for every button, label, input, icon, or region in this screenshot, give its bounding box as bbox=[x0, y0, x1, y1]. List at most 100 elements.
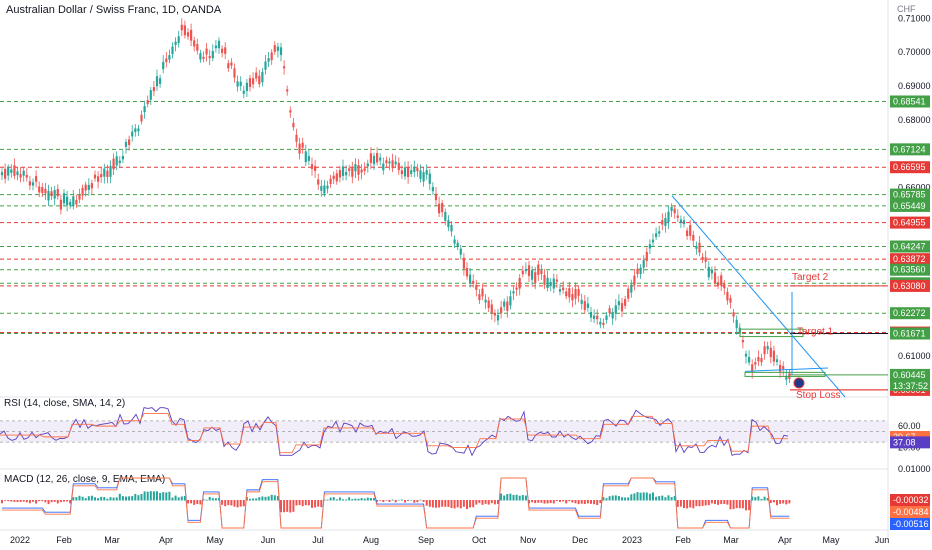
candle-body bbox=[447, 220, 450, 228]
macd-histogram-bar bbox=[137, 495, 140, 501]
candle-body bbox=[78, 194, 81, 200]
candle-body bbox=[735, 319, 738, 328]
candle-body bbox=[16, 171, 19, 176]
candle-body bbox=[723, 283, 726, 289]
macd-histogram-bar bbox=[174, 495, 177, 501]
macd-histogram-bar bbox=[422, 500, 425, 502]
candle-body bbox=[651, 239, 655, 243]
candle-body bbox=[196, 44, 199, 51]
candle-body bbox=[314, 166, 317, 171]
macd-histogram-bar bbox=[493, 500, 496, 505]
macd-histogram-bar bbox=[230, 500, 233, 506]
candle-body bbox=[53, 189, 56, 199]
candle-body bbox=[372, 156, 376, 165]
candle-body bbox=[720, 275, 723, 286]
macd-histogram-bar bbox=[10, 500, 13, 502]
zone-box-lower bbox=[744, 371, 826, 377]
macd-histogram-bar bbox=[47, 500, 50, 505]
macd-histogram-bar bbox=[41, 500, 44, 502]
candle-body bbox=[490, 304, 493, 314]
level-tag bbox=[890, 327, 930, 340]
candle-body bbox=[391, 160, 394, 169]
candle-body bbox=[689, 225, 692, 236]
macd-histogram-bar bbox=[233, 500, 236, 507]
macd-histogram-bar bbox=[683, 500, 685, 509]
candle-body bbox=[261, 71, 264, 83]
candle-body bbox=[729, 298, 732, 303]
candle-body bbox=[351, 167, 354, 177]
macd-histogram-bar bbox=[484, 500, 487, 504]
chart-title: Australian Dollar / Swiss Franc, 1D, OAN… bbox=[6, 4, 222, 16]
candle-body bbox=[633, 275, 636, 285]
candle-body bbox=[531, 270, 534, 280]
macd-histogram-bar bbox=[255, 498, 258, 501]
candle-body bbox=[388, 161, 391, 164]
candle-body bbox=[47, 190, 50, 201]
candle-body bbox=[602, 322, 605, 325]
candle-body bbox=[66, 196, 69, 205]
candle-body bbox=[93, 174, 97, 179]
level-tag bbox=[890, 279, 930, 292]
macd-histogram-bar bbox=[745, 500, 747, 511]
macd-histogram-bar bbox=[199, 500, 202, 505]
candle-body bbox=[283, 66, 286, 69]
macd-histogram-bar bbox=[478, 500, 481, 503]
candle-body bbox=[512, 291, 515, 294]
macd-histogram-bar bbox=[599, 500, 602, 504]
macd-histogram-bar bbox=[131, 496, 134, 501]
macd-histogram-bar bbox=[583, 500, 586, 505]
macd-histogram-bar bbox=[63, 500, 65, 502]
macd-histogram-bar bbox=[776, 500, 778, 506]
macd-tick-label: 0.01000 bbox=[898, 464, 931, 474]
currency-label: CHF bbox=[897, 4, 916, 14]
macd-histogram-bar bbox=[171, 497, 174, 501]
level-tag-label: 0.67124 bbox=[893, 144, 926, 154]
macd-histogram-bar bbox=[38, 500, 41, 502]
macd-histogram-bar bbox=[13, 500, 16, 502]
macd-label: MACD (12, 26, close, 9, EMA, EMA) bbox=[4, 474, 166, 485]
macd-histogram-bar bbox=[376, 500, 379, 502]
macd-histogram-bar bbox=[366, 497, 369, 501]
macd-histogram-bar bbox=[342, 499, 344, 501]
candle-body bbox=[775, 359, 779, 363]
macd-histogram-bar bbox=[586, 500, 589, 504]
candle-body bbox=[704, 257, 707, 262]
candle-body bbox=[165, 58, 168, 63]
level-tag bbox=[890, 263, 930, 276]
candle-body bbox=[100, 174, 103, 178]
price-tick-label: 0.66000 bbox=[898, 182, 931, 192]
level-tag-label: 0.61671 bbox=[893, 329, 926, 339]
macd-histogram-bar bbox=[391, 499, 394, 501]
macd-histogram-bar bbox=[497, 500, 499, 505]
candle-body bbox=[171, 46, 174, 55]
candle-body bbox=[7, 167, 10, 176]
macd-histogram-bar bbox=[580, 500, 583, 504]
countdown-label: 13:37:52 bbox=[893, 381, 928, 391]
level-tag-label: 0.65449 bbox=[893, 201, 926, 211]
candle-body bbox=[121, 155, 124, 160]
candle-body bbox=[301, 142, 304, 148]
candle-body bbox=[410, 170, 413, 174]
candle-body bbox=[124, 141, 128, 147]
candle-body bbox=[233, 68, 236, 78]
macd-histogram-bar bbox=[177, 497, 180, 501]
time-tick-label: 2023 bbox=[622, 535, 642, 545]
candle-body bbox=[521, 270, 524, 275]
macd-histogram-bar bbox=[555, 500, 558, 502]
candle-body bbox=[295, 134, 298, 142]
candle-body bbox=[620, 303, 624, 312]
candle-body bbox=[35, 176, 38, 182]
macd-histogram-bar bbox=[469, 500, 472, 508]
macd-histogram-bar bbox=[698, 500, 701, 507]
candle-body bbox=[289, 110, 292, 113]
candle-body bbox=[670, 206, 673, 212]
annotation-target1: Target 1 bbox=[797, 327, 834, 338]
macd-histogram-bar bbox=[707, 500, 710, 506]
candle-body bbox=[326, 185, 329, 189]
macd-histogram-bar bbox=[35, 500, 38, 504]
macd-histogram-bar bbox=[769, 500, 772, 504]
time-tick-label: Oct bbox=[472, 535, 487, 545]
macd-histogram-bar bbox=[140, 493, 143, 501]
level-tag-label: 0.65785 bbox=[893, 190, 926, 200]
